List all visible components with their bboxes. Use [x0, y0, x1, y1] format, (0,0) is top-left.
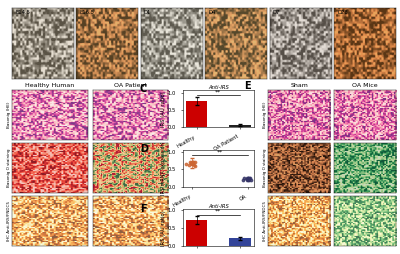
Point: [247, 178, 254, 182]
Text: A: A: [12, 8, 20, 18]
Text: **: **: [217, 149, 223, 154]
Title: Sham: Sham: [290, 83, 308, 88]
Y-axis label: Basonig (HE): Basonig (HE): [263, 102, 267, 128]
Point: [244, 176, 251, 180]
Point: [244, 178, 250, 182]
Y-axis label: IHC Anti-IRS/FNDC5: IHC Anti-IRS/FNDC5: [7, 201, 11, 241]
Point: [244, 177, 250, 181]
Point: [246, 176, 253, 180]
Point: [183, 162, 189, 166]
Text: E14.5: E14.5: [15, 10, 30, 15]
Text: **: **: [215, 209, 221, 214]
Text: E: E: [244, 81, 251, 91]
Text: C: C: [140, 85, 147, 94]
Y-axis label: IRS (AU ratio): IRS (AU ratio): [161, 210, 166, 246]
Point: [190, 160, 196, 164]
Point: [186, 163, 192, 167]
Text: **: **: [215, 89, 221, 94]
Point: [191, 163, 197, 167]
Text: D28: D28: [337, 10, 348, 15]
Y-axis label: Basonig (HE): Basonig (HE): [7, 102, 11, 128]
Y-axis label: Basonig O staining: Basonig O staining: [7, 149, 11, 187]
Point: [240, 178, 246, 182]
Title: OA Mice: OA Mice: [352, 83, 378, 88]
Point: [241, 176, 247, 180]
Bar: [229, 238, 250, 246]
Point: [192, 164, 198, 168]
Text: E16.5: E16.5: [80, 10, 94, 15]
Point: [192, 160, 198, 164]
Y-axis label: IRS mRNA expression: IRS mRNA expression: [161, 142, 166, 195]
Text: D1: D1: [144, 10, 151, 15]
Y-axis label: Basonig O staining: Basonig O staining: [263, 149, 267, 187]
Title: Healthy Human: Healthy Human: [25, 83, 74, 88]
Text: F: F: [140, 203, 147, 214]
Title: Anti-IRS: Anti-IRS: [208, 204, 229, 209]
Bar: [186, 101, 208, 127]
Title: OA Patient: OA Patient: [114, 83, 147, 88]
Point: [190, 160, 196, 164]
Point: [244, 177, 250, 181]
Y-axis label: IHC Anti-IRS/FNDC5: IHC Anti-IRS/FNDC5: [263, 201, 267, 241]
Point: [186, 160, 193, 164]
Text: D4: D4: [208, 10, 216, 15]
Bar: [186, 220, 208, 246]
Text: IHC-Anti IRS: IHC-Anti IRS: [24, 8, 70, 17]
Y-axis label: IRS (AU ratio): IRS (AU ratio): [161, 91, 166, 126]
Title: Anti-IRS: Anti-IRS: [208, 85, 229, 90]
Text: D7: D7: [273, 10, 280, 15]
Text: D: D: [140, 144, 148, 154]
Bar: [229, 124, 250, 127]
